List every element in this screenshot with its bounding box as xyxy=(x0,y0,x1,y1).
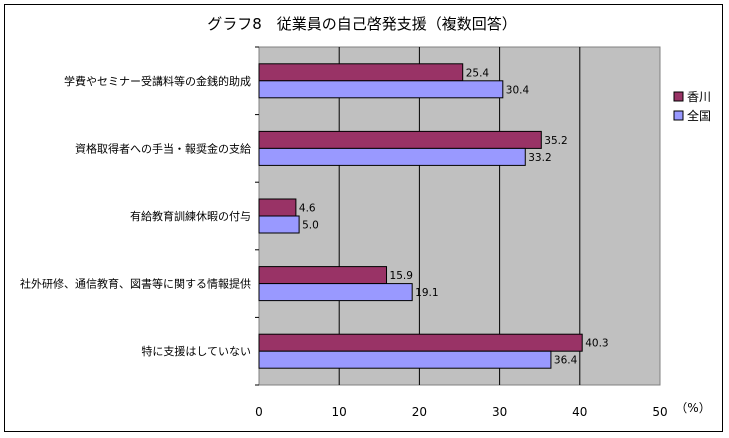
x-tick-label: 50 xyxy=(652,405,667,419)
bar-kagawa xyxy=(258,63,464,82)
data-label: 33.2 xyxy=(528,152,551,164)
x-tick-label: 0 xyxy=(255,405,263,419)
data-label: 25.4 xyxy=(466,67,490,79)
bar-kagawa xyxy=(258,198,297,217)
data-label: 35.2 xyxy=(544,135,567,147)
x-tick-label: 30 xyxy=(492,405,507,419)
plot-area xyxy=(258,46,661,386)
gridlines xyxy=(255,46,581,386)
data-label: 30.4 xyxy=(506,84,530,96)
x-tick-label: 10 xyxy=(332,405,347,419)
legend-label: 全国 xyxy=(687,108,711,123)
data-label: 15.9 xyxy=(390,270,413,282)
bar-kagawa xyxy=(258,266,388,285)
data-label: 36.4 xyxy=(554,355,578,367)
legend-label: 香川 xyxy=(687,90,711,104)
chart-frame: グラフ8 従業員の自己啓発支援（複数回答） 25.4 30.4 35.2 33.2 4.… xyxy=(4,4,723,432)
bar-zenkoku xyxy=(258,215,300,234)
category-labels: 学費やセミナー受講料等の金銭的助成資格取得者への手当・報奨金の支給有給教育訓練休… xyxy=(20,74,251,358)
bar-kagawa xyxy=(258,333,583,352)
x-tick-label: 20 xyxy=(412,405,427,419)
data-label: 4.6 xyxy=(299,203,316,215)
bar-zenkoku xyxy=(258,350,552,369)
unit-label: （%） xyxy=(675,401,710,415)
legend-swatch xyxy=(673,91,684,102)
category-label: 特に支援はしていない xyxy=(141,344,251,358)
data-label: 5.0 xyxy=(302,220,319,232)
bar-kagawa xyxy=(258,130,542,149)
category-label: 社外研修、通信教育、図書等に関する情報提供 xyxy=(20,277,251,291)
data-label: 40.3 xyxy=(585,338,608,350)
category-label: 資格取得者への手当・報奨金の支給 xyxy=(75,141,251,155)
legend-swatch xyxy=(673,110,684,121)
x-tick-labels: 0 10 20 30 40 50 xyxy=(255,405,667,419)
bar-chart: グラフ8 従業員の自己啓発支援（複数回答） 25.4 30.4 35.2 33.2 4.… xyxy=(20,15,711,419)
bar-zenkoku xyxy=(258,283,413,302)
bars xyxy=(258,63,583,369)
x-tick-label: 40 xyxy=(572,405,587,419)
data-labels: 25.4 30.4 35.2 33.2 4.6 5.0 15.919.1 40.3 36.4 xyxy=(299,67,609,366)
bar-zenkoku xyxy=(258,147,526,166)
data-label: 19.1 xyxy=(415,287,438,299)
chart-title: グラフ8 従業員の自己啓発支援（複数回答） xyxy=(207,15,517,33)
category-label: 有給教育訓練休暇の付与 xyxy=(130,209,251,223)
category-label: 学費やセミナー受講料等の金銭的助成 xyxy=(64,74,251,88)
bar-zenkoku xyxy=(258,80,504,99)
